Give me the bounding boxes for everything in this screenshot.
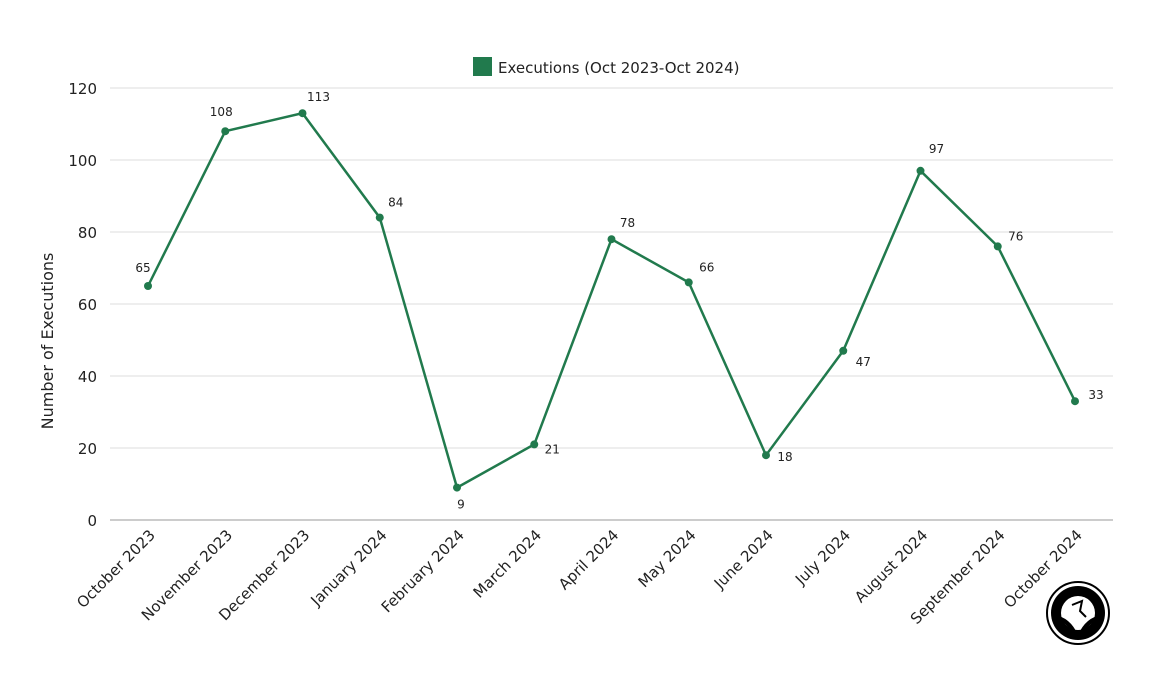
y-tick-label: 100: [68, 152, 97, 170]
data-point: [607, 235, 616, 244]
y-tick-label: 60: [78, 296, 97, 314]
data-labels: 65 108 113 84 9 21 78 66 18 47 97 76 33: [135, 90, 1103, 511]
data-point: [684, 278, 693, 287]
legend-label: Executions (Oct 2023-Oct 2024): [498, 59, 739, 77]
data-label: 97: [929, 142, 944, 156]
y-axis-ticks: 0 20 40 60 80 100 120: [68, 80, 97, 530]
data-label: 113: [307, 90, 330, 104]
data-label: 66: [699, 260, 714, 274]
data-point: [839, 346, 848, 355]
data-point: [453, 483, 461, 492]
data-label: 21: [545, 442, 560, 456]
x-tick-label: May 2024: [635, 526, 700, 591]
y-tick-label: 80: [78, 224, 97, 242]
x-tick-label: April 2024: [555, 526, 622, 593]
data-point: [762, 451, 770, 460]
data-label: 84: [388, 196, 403, 210]
data-label: 78: [620, 216, 635, 230]
data-label: 47: [856, 355, 871, 369]
data-point: [298, 109, 307, 118]
legend: Executions (Oct 2023-Oct 2024): [473, 57, 739, 77]
data-point: [530, 440, 539, 449]
data-label: 9: [457, 498, 465, 512]
x-tick-label: October 2023: [73, 526, 159, 612]
gridlines: [110, 87, 1113, 521]
legend-swatch: [473, 57, 492, 76]
data-point: [144, 282, 152, 290]
data-label: 76: [1008, 229, 1023, 243]
x-tick-label: July 2024: [791, 526, 854, 589]
y-axis-label: Number of Executions: [38, 253, 57, 430]
y-tick-label: 120: [68, 80, 97, 98]
data-point: [916, 166, 925, 175]
series-line: [146, 111, 1077, 490]
x-tick-label: March 2024: [470, 526, 545, 601]
data-label: 33: [1088, 388, 1103, 402]
data-point: [375, 213, 384, 222]
y-tick-label: 20: [78, 440, 97, 458]
data-point: [221, 127, 230, 136]
data-points: [144, 109, 1079, 492]
data-label: 108: [210, 105, 233, 119]
data-label: 18: [777, 450, 792, 464]
data-label: 65: [135, 261, 150, 275]
x-tick-label: August 2024: [851, 526, 931, 606]
x-tick-label: January 2024: [307, 526, 391, 610]
y-tick-label: 0: [87, 512, 97, 530]
y-tick-label: 40: [78, 368, 97, 386]
data-point: [993, 242, 1002, 251]
data-point: [1071, 397, 1079, 406]
x-tick-label: June 2024: [710, 526, 777, 593]
logo: [1046, 581, 1110, 645]
x-tick-label: February 2024: [378, 526, 468, 616]
